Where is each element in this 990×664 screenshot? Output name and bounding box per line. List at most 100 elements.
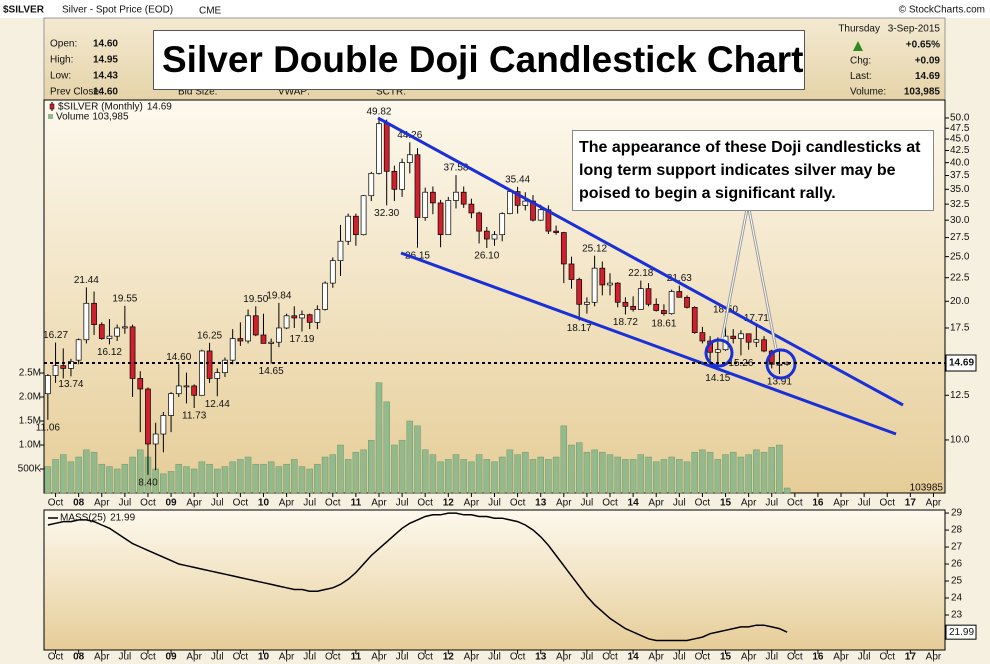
candle-body bbox=[83, 302, 90, 341]
quote-field: VWAP: bbox=[278, 87, 310, 98]
volume-bar bbox=[691, 451, 698, 494]
volume-bar bbox=[460, 459, 467, 494]
candle-body bbox=[291, 315, 298, 319]
volume-bar bbox=[760, 451, 768, 494]
y-tick-label: 12.5 bbox=[950, 390, 970, 401]
volume-bar bbox=[52, 459, 59, 494]
volume-bar bbox=[198, 461, 206, 494]
last-price-label: 14.69 bbox=[949, 358, 974, 369]
x-tick-label: Jul bbox=[858, 498, 871, 509]
high-label: 35.44 bbox=[505, 174, 530, 185]
low-label: 13.91 bbox=[767, 377, 792, 388]
candle-body bbox=[299, 314, 305, 319]
candle-body bbox=[191, 385, 198, 396]
volume-bar bbox=[545, 459, 552, 494]
legend-value: 14.69 bbox=[147, 102, 172, 113]
candle-body bbox=[260, 334, 267, 344]
high-label: 37.58 bbox=[443, 163, 468, 174]
candle-body bbox=[445, 200, 452, 236]
candle-body bbox=[653, 303, 660, 311]
high-label: 17.71 bbox=[744, 313, 769, 324]
x-tick-label: 09 bbox=[166, 498, 178, 509]
mass-last-box bbox=[945, 624, 977, 640]
candle-body bbox=[691, 307, 698, 333]
volume-bar bbox=[645, 456, 652, 494]
volume-bar bbox=[498, 456, 506, 494]
volume-bar bbox=[591, 449, 598, 494]
exchange: CME bbox=[199, 6, 222, 17]
y-tick-label: 50.0 bbox=[950, 113, 970, 124]
volume-bar bbox=[706, 451, 714, 494]
x-tick-label: Apr bbox=[464, 652, 480, 663]
legend-value: 21.99 bbox=[110, 513, 135, 524]
legend-candle bbox=[49, 103, 55, 110]
x-tick-label: Jul bbox=[211, 652, 224, 663]
x-tick-label: Oct bbox=[879, 498, 895, 509]
low-label: 16.12 bbox=[97, 347, 122, 358]
high-label: 49.82 bbox=[366, 106, 391, 117]
y-tick-label: 40.0 bbox=[950, 157, 970, 168]
volume-bar bbox=[414, 425, 421, 494]
price-layer: 11.06 16.27 13.74 21.44 16.12 19.55 8.40 14.60 1… bbox=[36, 106, 793, 488]
volume-bar bbox=[229, 461, 236, 494]
volume-bar bbox=[729, 451, 737, 494]
candle-body bbox=[684, 296, 690, 308]
high-label: 19.50 bbox=[243, 294, 268, 305]
upper-trend-line bbox=[377, 116, 904, 407]
volume-bar bbox=[244, 456, 252, 494]
day: Thursday bbox=[838, 24, 880, 35]
x-tick-label: Jul bbox=[396, 498, 409, 509]
legend-name: $SILVER (Monthly) bbox=[58, 102, 143, 113]
low-label: 14.15 bbox=[705, 373, 730, 384]
y-tick-label: 37.5 bbox=[950, 170, 970, 181]
mass-tick-label: 23 bbox=[951, 610, 963, 621]
volume-bar bbox=[398, 439, 406, 494]
candle-body bbox=[183, 385, 190, 388]
low-label: 18.17 bbox=[567, 323, 592, 334]
x-tick-label: Oct bbox=[695, 652, 711, 663]
x-tick-label: Jul bbox=[581, 498, 594, 509]
volume-bar bbox=[560, 425, 568, 494]
volume-tick-label: 2.5M bbox=[19, 368, 41, 379]
x-tick-label: Apr bbox=[926, 498, 942, 509]
volume-bar bbox=[267, 461, 275, 494]
x-tick-label: Jul bbox=[581, 652, 594, 663]
x-tick-label: Apr bbox=[371, 498, 387, 509]
low-label: 18.72 bbox=[613, 317, 638, 328]
y-tick-label: 47.5 bbox=[950, 123, 970, 134]
volume-bar bbox=[160, 473, 167, 494]
candle-body bbox=[314, 309, 321, 323]
x-tick-label: Jul bbox=[488, 498, 501, 509]
high-label: 19.55 bbox=[112, 293, 137, 304]
volume-bar bbox=[360, 449, 367, 494]
candle-body bbox=[345, 215, 352, 242]
candle-body bbox=[414, 154, 421, 218]
volume-bar bbox=[714, 459, 722, 494]
volume-bar bbox=[206, 463, 213, 494]
volume-bar bbox=[737, 456, 745, 494]
candle-body bbox=[453, 191, 459, 201]
x-tick-label: Apr bbox=[464, 498, 480, 509]
volume-bar bbox=[329, 454, 337, 494]
x-tick-label: 13 bbox=[535, 498, 547, 509]
candle-body bbox=[637, 288, 644, 310]
volume-bar bbox=[753, 449, 760, 494]
volume-bar bbox=[121, 463, 129, 494]
x-tick-label: Apr bbox=[186, 652, 202, 663]
candle-body bbox=[576, 279, 583, 305]
x-tick-label: Oct bbox=[879, 652, 895, 663]
volume-bar bbox=[83, 449, 90, 494]
high-label: 22.18 bbox=[628, 268, 653, 279]
volume-bar bbox=[237, 459, 244, 494]
volume-bar bbox=[599, 451, 606, 494]
volume-bar bbox=[391, 444, 398, 494]
candle-body bbox=[437, 202, 444, 236]
candle-body bbox=[129, 326, 136, 379]
candle-body bbox=[337, 240, 344, 262]
volume-bar bbox=[283, 463, 290, 494]
candle-body bbox=[199, 350, 205, 396]
x-tick-label: Apr bbox=[371, 652, 387, 663]
quote-label: Last: bbox=[850, 71, 872, 82]
candle-body bbox=[622, 301, 629, 307]
volume-bar bbox=[221, 466, 229, 494]
